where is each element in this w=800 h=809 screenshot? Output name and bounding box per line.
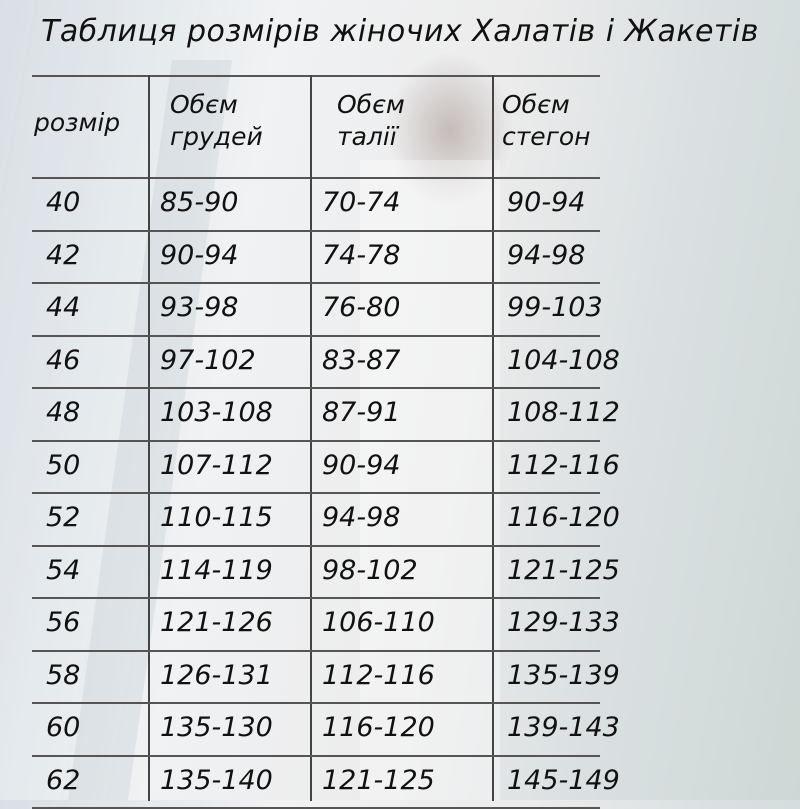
- header-hips: Обєм стегон: [502, 89, 590, 153]
- cell-waist: 83-87: [322, 344, 401, 376]
- column-divider: [148, 75, 150, 801]
- cell-size: 46: [46, 344, 81, 376]
- cell-waist: 94-98: [322, 502, 401, 533]
- column-divider: [492, 75, 494, 801]
- cell-chest: 135-130: [160, 712, 273, 743]
- header-chest-line2: грудей: [170, 122, 263, 151]
- cell-chest: 103-108: [160, 397, 273, 428]
- cell-waist: 106-110: [322, 607, 435, 638]
- cell-size: 40: [46, 187, 81, 218]
- cell-hips: 145-149: [507, 764, 620, 796]
- cell-size: 60: [46, 712, 81, 743]
- header-hips-line1: Обєм: [502, 90, 570, 119]
- cell-waist: 70-74: [322, 187, 401, 218]
- cell-hips: 129-133: [507, 607, 620, 638]
- header-chest-line1: Обєм: [170, 90, 238, 119]
- header-waist-line2: талії: [337, 122, 397, 151]
- cell-hips: 112-116: [507, 449, 620, 481]
- cell-waist: 121-125: [322, 764, 435, 796]
- cell-size: 50: [46, 449, 81, 481]
- background-photo-shape: [360, 160, 500, 800]
- cell-hips: 90-94: [507, 187, 586, 218]
- cell-hips: 99-103: [507, 292, 603, 323]
- row-divider: [32, 439, 600, 442]
- cell-hips: 139-143: [507, 712, 620, 743]
- cell-chest: 90-94: [160, 239, 239, 271]
- cell-size: 42: [46, 239, 81, 271]
- row-divider: [32, 282, 600, 284]
- row-divider: [32, 334, 600, 337]
- cell-hips: 135-139: [507, 659, 620, 691]
- header-chest: Обєм грудей: [170, 89, 263, 153]
- row-divider: [32, 754, 600, 757]
- header-size-label: розмір: [34, 108, 121, 137]
- header-waist-line1: Обєм: [337, 90, 405, 119]
- cell-waist: 116-120: [322, 712, 435, 743]
- header-waist: Обєм талії: [337, 89, 405, 153]
- cell-chest: 121-126: [160, 607, 273, 638]
- cell-waist: 74-78: [322, 239, 401, 271]
- header-hips-line2: стегон: [502, 122, 591, 151]
- cell-hips: 116-120: [507, 502, 620, 533]
- row-divider: [32, 387, 600, 389]
- cell-size: 52: [46, 502, 81, 533]
- cell-chest: 107-112: [160, 449, 273, 481]
- cell-waist: 112-116: [322, 659, 435, 691]
- cell-hips: 94-98: [507, 239, 586, 271]
- header-size: розмір: [34, 107, 120, 139]
- cell-chest: 114-119: [160, 554, 273, 586]
- cell-chest: 97-102: [160, 344, 256, 376]
- row-divider: [32, 702, 600, 704]
- cell-waist: 90-94: [322, 449, 401, 481]
- row-divider: [32, 544, 600, 547]
- row-divider: [32, 229, 600, 232]
- row-divider: [32, 492, 600, 494]
- cell-size: 58: [46, 659, 81, 691]
- cell-chest: 93-98: [160, 292, 239, 323]
- cell-hips: 121-125: [507, 554, 620, 586]
- page-title: Таблиця розмірів жіночих Халатів і Жакет…: [41, 14, 759, 49]
- row-divider: [32, 597, 600, 599]
- table-top-border: [32, 75, 600, 77]
- row-divider: [32, 649, 600, 652]
- cell-size: 54: [46, 554, 81, 586]
- column-divider: [310, 75, 312, 801]
- cell-waist: 76-80: [322, 292, 401, 323]
- cell-waist: 98-102: [322, 554, 418, 586]
- cell-chest: 135-140: [160, 764, 273, 796]
- cell-hips: 108-112: [507, 397, 620, 428]
- cell-size: 56: [46, 607, 81, 638]
- header-bottom-border: [32, 177, 600, 179]
- cell-size: 44: [46, 292, 81, 323]
- cell-hips: 104-108: [507, 344, 620, 376]
- cell-waist: 87-91: [322, 397, 401, 428]
- cell-size: 62: [46, 764, 81, 796]
- cell-chest: 126-131: [160, 659, 273, 691]
- cell-size: 48: [46, 397, 81, 428]
- cell-chest: 85-90: [160, 187, 239, 218]
- cell-chest: 110-115: [160, 502, 273, 533]
